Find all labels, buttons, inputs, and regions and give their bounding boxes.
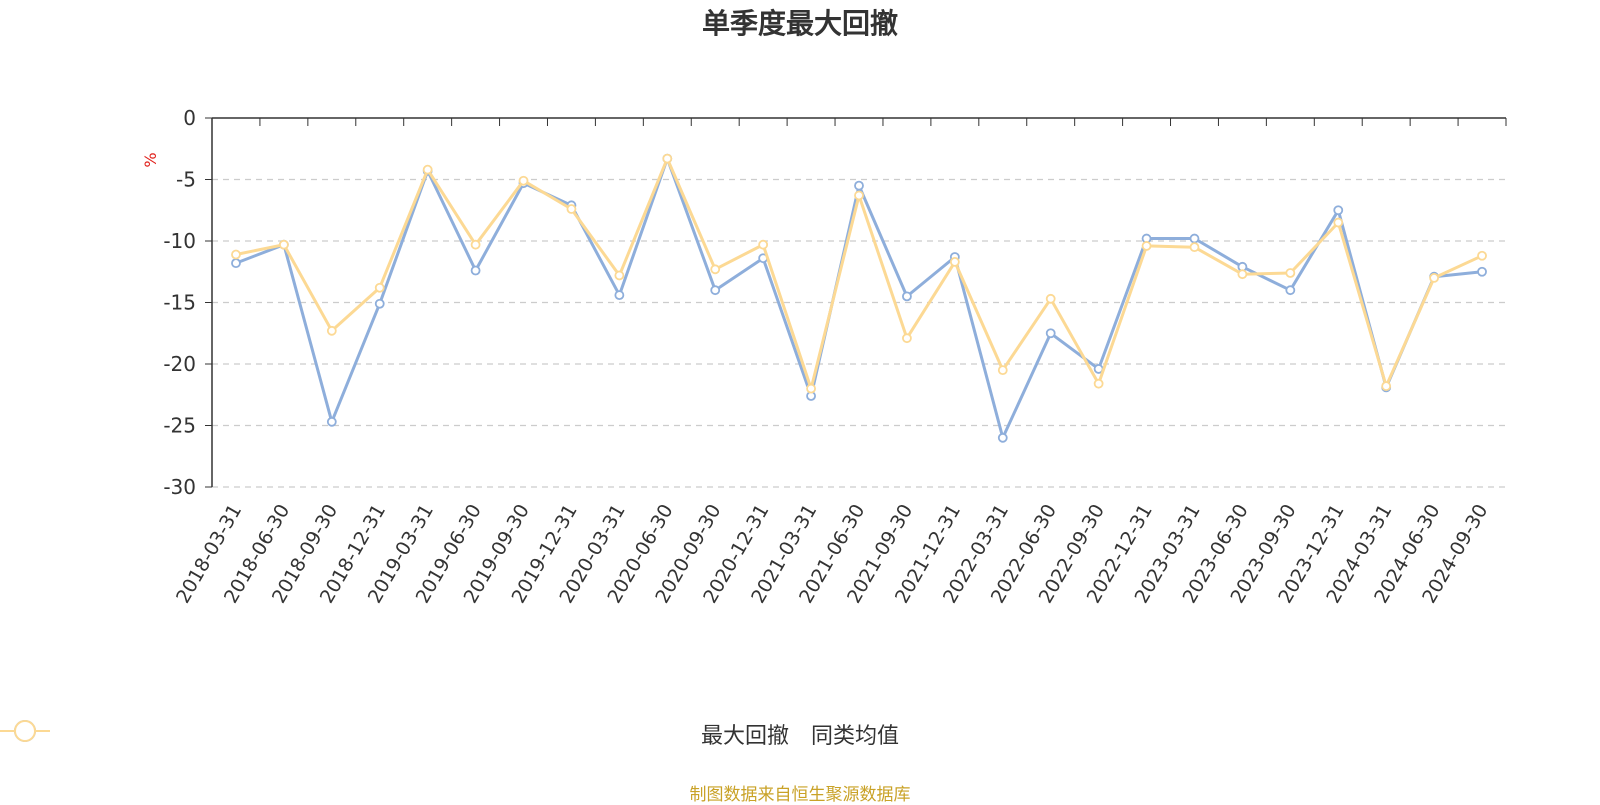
y-tick-label: 0 — [183, 106, 196, 130]
series-1-point — [1045, 293, 1056, 304]
series-1-point — [1477, 250, 1487, 261]
series-1-point — [949, 257, 960, 267]
series-1-point — [1429, 272, 1440, 283]
series-0-point — [614, 290, 625, 301]
y-tick-label: -20 — [163, 352, 196, 376]
series-0-point — [854, 180, 864, 191]
series-1-point — [997, 365, 1008, 376]
y-tick-label: -30 — [163, 475, 196, 499]
y-tick-label: -5 — [176, 168, 196, 192]
series-1-point — [422, 164, 433, 175]
series-1-point — [710, 264, 721, 275]
series-1-point — [231, 249, 241, 260]
series-1-point — [614, 270, 625, 281]
series-1-point — [1333, 217, 1344, 228]
series-1-point — [662, 153, 673, 164]
series-1-point — [1189, 242, 1200, 253]
series-0-point — [1477, 266, 1487, 277]
series-1-point — [1237, 269, 1248, 280]
series-1-point — [902, 333, 912, 344]
series-0-point — [1285, 285, 1296, 296]
series-1-point — [1381, 381, 1392, 392]
series-1-point — [1285, 268, 1296, 278]
series-1-point — [278, 239, 289, 250]
y-axis-unit-label: % — [141, 152, 160, 167]
series-1-point — [470, 239, 481, 250]
series-0-point — [326, 416, 337, 427]
series-0-point — [1045, 328, 1056, 339]
chart-title: 单季度最大回撤 — [701, 7, 898, 40]
series-0-point — [997, 432, 1008, 443]
y-tick-label: -25 — [163, 414, 196, 438]
series-1-point — [566, 204, 577, 214]
legend-item-peer-average[interactable]: 同类均值 — [0, 718, 900, 750]
series-0-point — [902, 291, 912, 302]
series-1-point — [518, 175, 529, 186]
series-0-point — [1189, 233, 1200, 244]
series-1-point — [758, 239, 769, 250]
series-1-point — [326, 325, 337, 336]
y-tick-label: -10 — [163, 229, 196, 253]
legend-label-peer-average: 同类均值 — [811, 724, 900, 749]
series-1-point — [374, 282, 385, 293]
series-0-point — [1333, 205, 1344, 216]
data-source-note: 制图数据来自恒生聚源数据库 — [689, 785, 911, 805]
series-1-point — [1141, 241, 1152, 251]
legend-swatch-peer-average — [0, 720, 50, 742]
chart-legend: 最大回撤 同类均值 — [0, 718, 1600, 750]
series-1-point — [854, 190, 864, 201]
line-chart: 0-5-10-15-20-25-30%2018-03-312018-06-302… — [141, 106, 1507, 607]
legend-item-max-drawdown[interactable]: 最大回撤 — [0, 718, 789, 750]
series-0-point — [470, 265, 481, 276]
series-0-point — [710, 285, 721, 296]
legend-label-max-drawdown: 最大回撤 — [700, 724, 789, 749]
series-1-point — [806, 383, 816, 394]
series-0-point — [231, 258, 241, 269]
series-0-point — [374, 298, 385, 309]
series-1-point — [1093, 378, 1104, 389]
y-tick-label: -15 — [163, 291, 196, 315]
